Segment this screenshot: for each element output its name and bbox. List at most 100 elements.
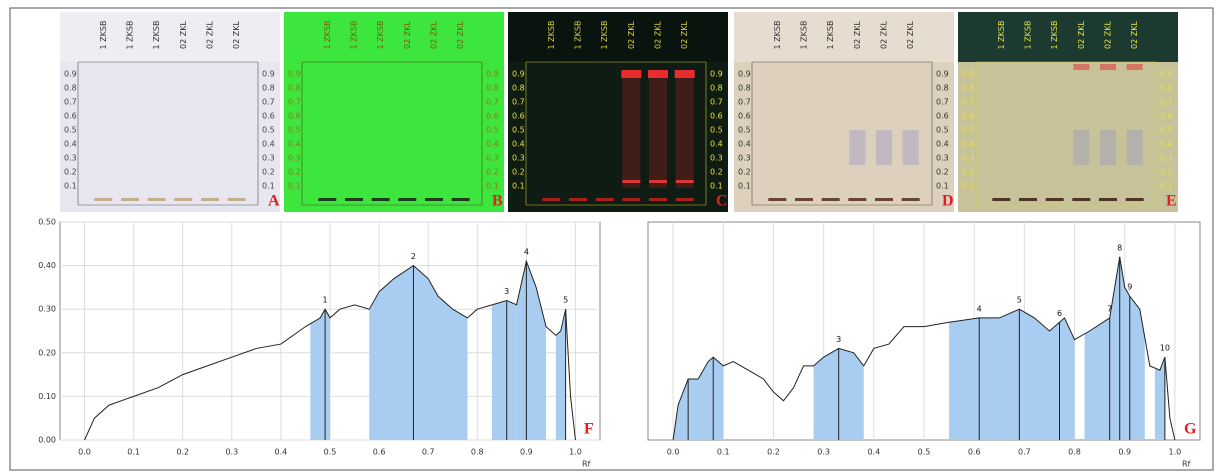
- rf-tick-label: 0.5: [486, 126, 499, 135]
- x-tick-label: 0.4: [867, 448, 880, 457]
- peak-label: 1: [323, 296, 328, 305]
- rf-tick-label: 0.5: [64, 126, 77, 135]
- integration-region: [673, 357, 724, 440]
- rf-tick-label: 0.7: [738, 98, 751, 107]
- panel-letter: A: [268, 193, 280, 210]
- sample-smear: [1126, 130, 1143, 165]
- x-tick-label: 0.4: [275, 448, 288, 457]
- density-line: [672, 256, 1176, 441]
- lane-label: 1 ZKSB: [600, 21, 609, 50]
- lane-label: 1 ZKSB: [1024, 21, 1033, 50]
- x-tick-label: 0.9: [520, 448, 533, 457]
- rf-tick-label: 0.9: [936, 70, 949, 79]
- sample-band: [675, 180, 694, 183]
- lane-label: 1 ZKSB: [547, 21, 556, 50]
- rf-tick-label: 0.5: [710, 126, 723, 135]
- rf-tick-label: 0.2: [64, 168, 77, 177]
- sample-band: [1019, 198, 1037, 201]
- rf-tick-label: 0.5: [262, 126, 275, 135]
- x-tick-label: 0.0: [667, 448, 680, 457]
- rf-tick-label: 0.8: [710, 84, 723, 93]
- y-tick-label: 0.10: [38, 392, 56, 401]
- rf-tick-label: 0.6: [936, 112, 949, 121]
- panel-letter: G: [1184, 421, 1197, 438]
- sample-band: [595, 198, 614, 201]
- lane-label: 02 ZKL: [403, 21, 412, 49]
- plate-top: [958, 12, 1178, 62]
- plate: 0.1 0.1 0.2 0.2 0.3 0.3 0.4 0.4 0.5 0.5 0.6 0.6 0.7 0…: [284, 12, 504, 212]
- rf-tick-label: 0.4: [1160, 140, 1173, 149]
- lane-label: 1 ZKSB: [574, 21, 583, 50]
- sample-band: [1099, 198, 1117, 201]
- rf-tick-label: 0.1: [64, 182, 77, 191]
- rf-tick-label: 0.9: [486, 70, 499, 79]
- rf-tick-label: 0.7: [486, 98, 499, 107]
- panel-letter: C: [716, 193, 728, 210]
- plate-top: [284, 12, 504, 62]
- peak-label: 3: [504, 287, 509, 296]
- rf-tick-label: 0.6: [288, 112, 301, 121]
- rf-tick-label: 0.2: [1160, 168, 1173, 177]
- x-tick-label: 0.1: [717, 448, 730, 457]
- sample-band: [201, 198, 219, 201]
- rf-tick-label: 0.3: [288, 154, 301, 163]
- rf-tick-label: 0.8: [512, 84, 525, 93]
- rf-tick-label: 0.9: [262, 70, 275, 79]
- lane-label: 02 ZKL: [654, 21, 663, 49]
- rf-tick-label: 0.9: [1160, 70, 1173, 79]
- integration-region: [492, 300, 517, 440]
- plate-top: [508, 12, 728, 62]
- lane-label: 1 ZKSB: [997, 21, 1006, 50]
- sample-band: [622, 198, 641, 201]
- sample-band: [425, 198, 443, 201]
- sample-band: [1100, 64, 1116, 70]
- sample-band: [1072, 198, 1091, 201]
- rf-tick-label: 0.6: [738, 112, 751, 121]
- sample-band: [174, 198, 193, 201]
- sample-band: [318, 198, 337, 201]
- rf-tick-label: 0.1: [288, 182, 301, 191]
- rf-tick-label: 0.7: [710, 98, 723, 107]
- sample-band: [875, 198, 893, 201]
- peak-label: 7: [1107, 304, 1112, 313]
- rf-tick-label: 0.6: [262, 112, 275, 121]
- lane-label: 02 ZKL: [1077, 21, 1086, 49]
- peak-label: 4: [977, 304, 982, 313]
- x-tick-label: 0.8: [471, 448, 484, 457]
- rf-tick-label: 0.4: [936, 140, 949, 149]
- x-tick-label: 1.0: [569, 448, 582, 457]
- sample-band: [371, 198, 390, 201]
- sample-band: [675, 198, 694, 201]
- rf-tick-label: 0.9: [962, 70, 975, 79]
- rf-tick-label: 0.1: [962, 182, 975, 191]
- x-axis-label: Rf: [1182, 460, 1191, 469]
- rf-tick-label: 0.9: [512, 70, 525, 79]
- rf-tick-label: 0.8: [288, 84, 301, 93]
- rf-tick-label: 0.3: [64, 154, 77, 163]
- y-tick-label: 0.40: [38, 261, 56, 270]
- rf-tick-label: 0.7: [512, 98, 525, 107]
- sample-band: [1125, 198, 1144, 201]
- integration-region: [369, 265, 468, 440]
- y-tick-label: 0.00: [38, 436, 56, 445]
- x-tick-label: 0.2: [767, 448, 780, 457]
- rf-tick-label: 0.8: [262, 84, 275, 93]
- sample-smear: [849, 130, 866, 165]
- sample-band: [821, 198, 840, 201]
- x-tick-label: 0.5: [918, 448, 931, 457]
- lane-label: 1 ZKSB: [323, 21, 332, 50]
- lane-label: 02 ZKL: [430, 21, 439, 49]
- integration-region: [1154, 357, 1165, 440]
- lane-label: 1 ZKSB: [99, 21, 108, 50]
- y-tick-label: 0.20: [38, 348, 56, 357]
- lane-label: 1 ZKSB: [350, 21, 359, 50]
- rf-tick-label: 0.3: [936, 154, 949, 163]
- rf-tick-label: 0.3: [512, 154, 525, 163]
- lane-label: 1 ZKSB: [152, 21, 161, 50]
- lane-label: 1 ZKSB: [126, 21, 135, 50]
- sample-band: [674, 70, 695, 78]
- rf-tick-label: 0.6: [710, 112, 723, 121]
- lane-label: 1 ZKSB: [1050, 21, 1059, 50]
- x-tick-label: 0.7: [1018, 448, 1031, 457]
- integration-region: [310, 309, 330, 440]
